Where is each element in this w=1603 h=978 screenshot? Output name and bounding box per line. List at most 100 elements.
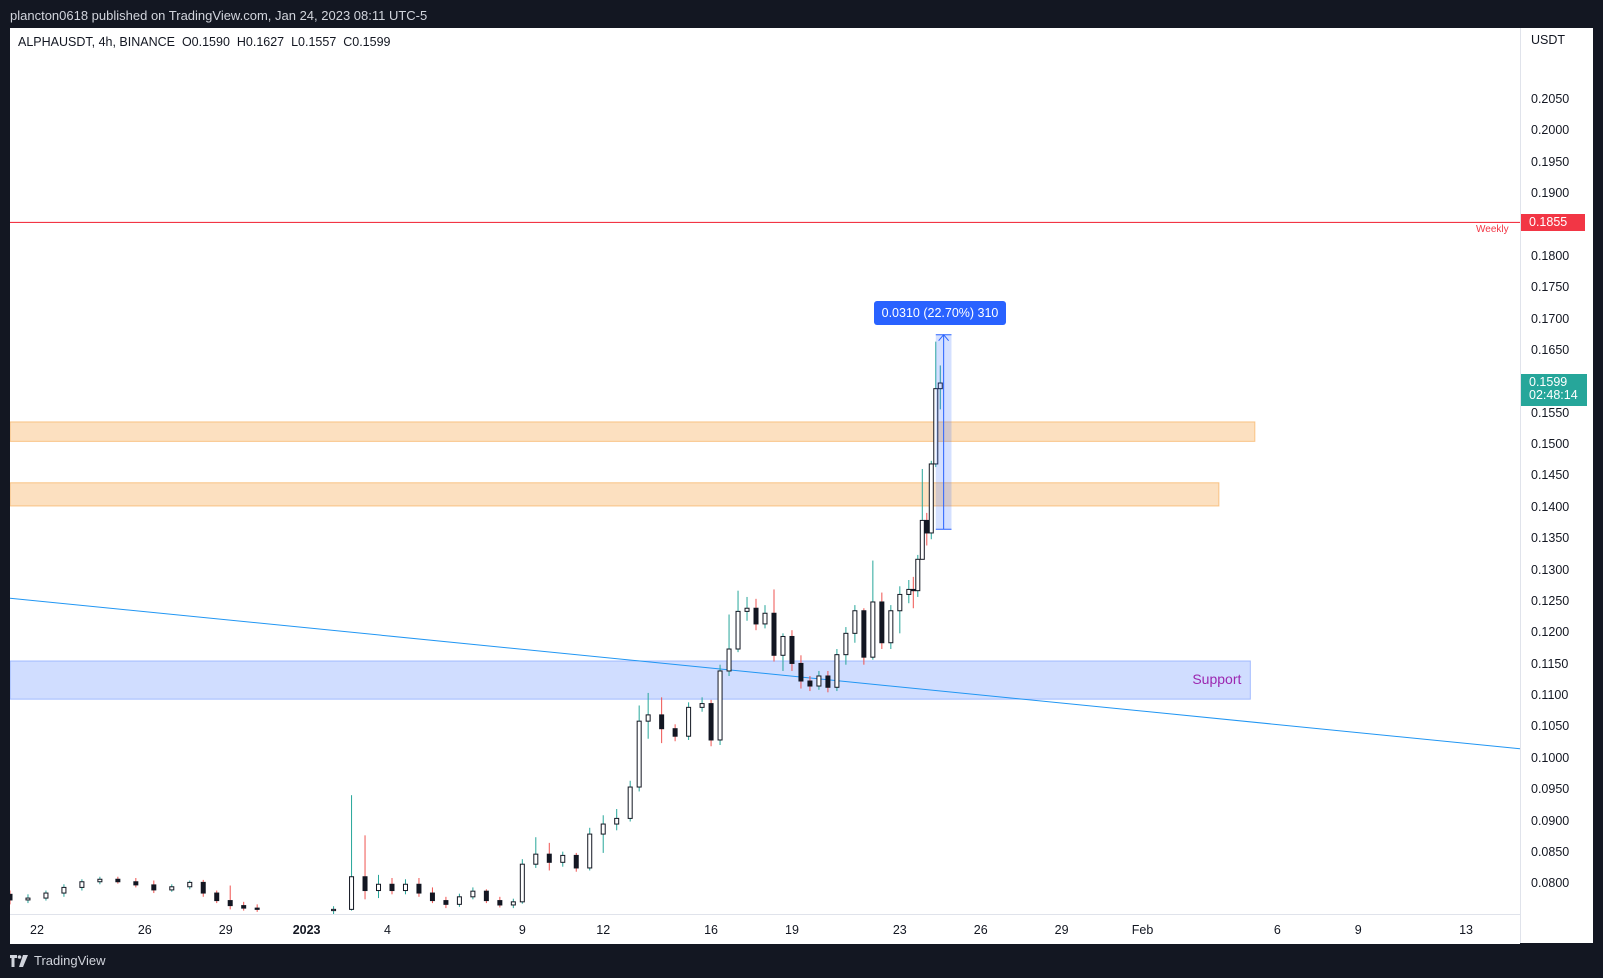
candle-body (115, 878, 121, 883)
price-tick-label: 0.1400 (1531, 499, 1570, 514)
plot-area[interactable]: ALPHAUSDT, 4h, BINANCE O0.1590 H0.1627 L… (10, 28, 1520, 914)
price-tick-label: 0.1750 (1531, 280, 1570, 295)
price-tick-label: 0.1350 (1531, 531, 1570, 546)
candle-body (645, 714, 651, 722)
weekly-line-label: Weekly (1476, 224, 1509, 236)
price-tick-label: 0.0950 (1531, 782, 1570, 797)
candle-body (614, 817, 620, 825)
candle-body (825, 675, 831, 688)
time-tick-label: 9 (518, 923, 526, 937)
candle-body (470, 890, 476, 898)
zone-resistance-upper (10, 421, 1256, 442)
candle-body (924, 519, 930, 534)
candle-body (241, 905, 247, 909)
candle-body (937, 382, 943, 390)
price-tick-label: 0.0800 (1531, 876, 1570, 891)
candle-body (560, 854, 566, 863)
chart-frame: ALPHAUSDT, 4h, BINANCE O0.1590 H0.1627 L… (10, 28, 1593, 944)
tradingview-logo-icon (10, 954, 28, 967)
price-tick-label: 0.1300 (1531, 562, 1570, 577)
time-tick-label: 19 (785, 923, 799, 937)
candle-body (389, 883, 395, 892)
candle-body (928, 463, 934, 534)
tradingview-brand[interactable]: TradingView (10, 953, 106, 968)
legend-low: L0.1557 (291, 35, 337, 49)
candle-body (214, 892, 220, 902)
candle-body (97, 878, 103, 883)
last-price-tag: 0.1599 02:48:14 (1521, 374, 1587, 407)
candle-body (254, 907, 260, 910)
candle-body (362, 876, 368, 892)
legend-close: C0.1599 (343, 35, 391, 49)
price-tick-label: 0.1250 (1531, 593, 1570, 608)
time-tick-label: 26 (973, 923, 988, 937)
candle-body (227, 900, 233, 907)
measure-arrow-head (938, 333, 950, 342)
symbol-legend: ALPHAUSDT, 4h, BINANCE O0.1590 H0.1627 L… (18, 35, 391, 49)
zone-resistance-lower (10, 482, 1220, 507)
time-tick-label: 2023 (292, 923, 321, 937)
price-tick-label: 0.1000 (1531, 750, 1570, 765)
candle-body (726, 648, 732, 672)
support-zone-label: Support (1192, 671, 1242, 688)
candle-body (79, 881, 85, 888)
candle-body (587, 833, 593, 869)
weekly-price-tag: 0.1855 (1521, 214, 1585, 232)
candle-body (636, 720, 642, 788)
time-tick-label: 16 (704, 923, 719, 937)
candle-body (402, 883, 408, 892)
candle-body (573, 854, 579, 869)
price-tick-label: 0.1200 (1531, 625, 1570, 640)
candle-body (672, 728, 678, 737)
time-tick-label: 26 (137, 923, 152, 937)
candle-body (919, 519, 925, 560)
candle-body (771, 612, 777, 656)
price-tick-label: 0.1800 (1531, 248, 1570, 263)
candle-body (861, 610, 867, 658)
candle-body (429, 892, 435, 902)
candle-body (61, 886, 67, 894)
price-tick-label: 0.2050 (1531, 92, 1570, 107)
candle-body (816, 675, 822, 687)
candle-body (870, 601, 876, 658)
candlestick-chart (10, 221, 1520, 914)
candle-body (852, 610, 858, 634)
price-tick-label: 0.1100 (1531, 688, 1569, 703)
candle-body (10, 893, 13, 901)
price-tick-label: 0.1900 (1531, 186, 1570, 201)
candle-body (915, 558, 921, 592)
tradingview-brand-text: TradingView (34, 953, 106, 968)
time-axis[interactable]: 22 26 29 2023 4 9 12 16 19 23 26 29 Feb 6 9 13 (10, 914, 1520, 944)
price-tick-label: 0.1050 (1531, 719, 1570, 734)
publisher-text: plancton0618 published on TradingView.co… (10, 8, 428, 23)
candle-body (456, 896, 462, 905)
time-tick-label: 23 (892, 923, 907, 937)
last-price-value: 0.1599 (1529, 375, 1568, 390)
candle-body (169, 886, 175, 891)
price-tick-label: 0.1500 (1531, 437, 1570, 452)
price-axis[interactable]: USDT 0.2050 0.2000 0.1950 0.1900 0.1800 0.175… (1520, 28, 1593, 943)
candle-body (546, 853, 552, 863)
candle-body (879, 601, 885, 644)
candle-body (133, 881, 139, 886)
price-tick-label: 0.1150 (1531, 656, 1569, 671)
candle-body (483, 890, 489, 902)
candle-body (376, 883, 382, 892)
publisher-bar: plancton0618 published on TradingView.co… (0, 0, 1603, 28)
time-tick-label: 4 (384, 923, 391, 937)
candle-body (807, 680, 813, 687)
candle-body (753, 607, 759, 625)
candle-body (717, 670, 723, 741)
candle-body (416, 883, 422, 894)
candle-body (187, 881, 193, 888)
price-tick-label: 0.2000 (1531, 123, 1570, 138)
candle-body (780, 635, 786, 656)
candle-body (906, 588, 912, 595)
footer: TradingView (0, 943, 1603, 978)
candle-body (497, 900, 503, 906)
price-tick-label: 0.1650 (1531, 343, 1570, 358)
bar-countdown: 02:48:14 (1529, 388, 1578, 403)
candle-body (798, 662, 804, 682)
candle-body (600, 823, 606, 835)
candle-body (686, 706, 692, 737)
